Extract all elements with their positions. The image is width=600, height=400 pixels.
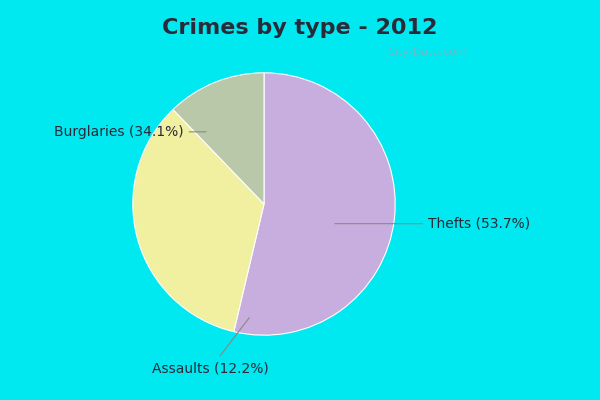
Text: Crimes by type - 2012: Crimes by type - 2012 — [163, 18, 437, 38]
Wedge shape — [234, 73, 395, 335]
Text: Thefts (53.7%): Thefts (53.7%) — [335, 217, 530, 231]
Wedge shape — [133, 110, 264, 332]
Text: Assaults (12.2%): Assaults (12.2%) — [152, 318, 269, 375]
Wedge shape — [173, 73, 264, 204]
Text: Burglaries (34.1%): Burglaries (34.1%) — [54, 125, 206, 139]
Text: City-Data.com: City-Data.com — [388, 46, 467, 56]
